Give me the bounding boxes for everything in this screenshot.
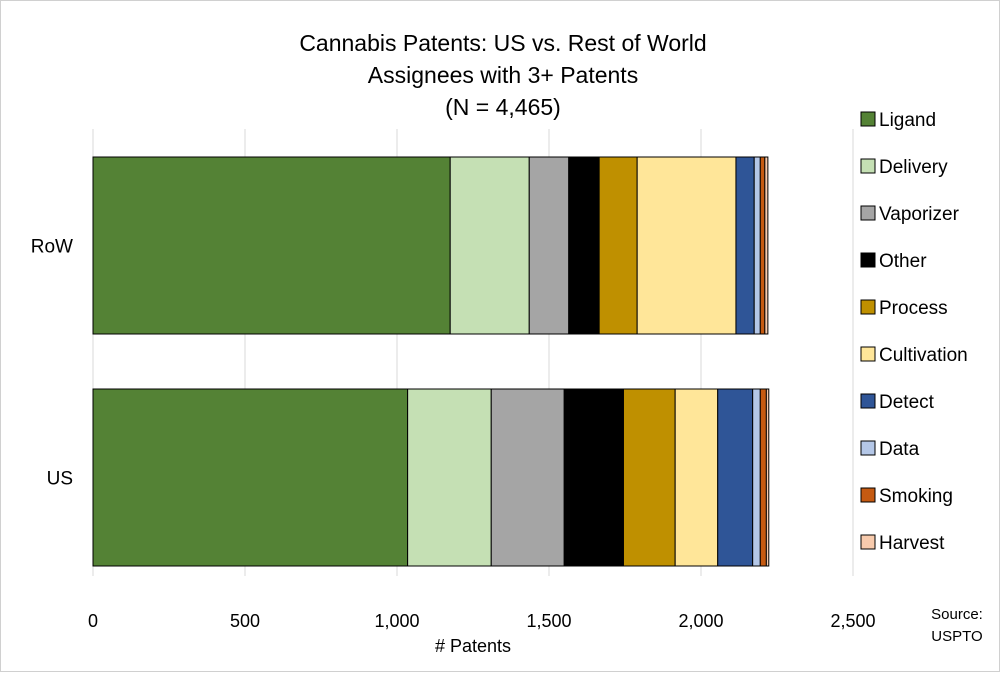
legend-label: Other <box>879 251 927 272</box>
bar-segment-vaporizer <box>490 388 565 567</box>
legend-swatch <box>860 158 876 174</box>
bar-segment-cultivation <box>636 156 737 335</box>
bar-segment-ligand <box>92 388 409 567</box>
bar-segment-delivery <box>449 156 530 335</box>
legend-item: Cultivation <box>860 345 968 366</box>
bar-segment-detect <box>717 388 754 567</box>
legend: Ligand Delivery Vaporizer Other Process Culti… <box>860 110 968 554</box>
chart-title-line-3: (N = 4,465) <box>445 94 561 120</box>
legend-label: Cultivation <box>879 345 968 366</box>
bar-segment-smoking <box>759 156 766 335</box>
legend-item: Process <box>860 298 948 319</box>
x-tick-label: 1,500 <box>526 611 571 631</box>
legend-item: Vaporizer <box>860 204 960 225</box>
legend-label: Delivery <box>879 157 948 178</box>
bar-segment-other <box>563 388 624 567</box>
x-tick-labels: 0 500 1,000 1,500 2,000 2,500 <box>88 611 876 631</box>
bar-segment-process <box>622 388 676 567</box>
legend-item: Smoking <box>860 486 953 507</box>
source-note-line-2: USPTO <box>931 628 982 645</box>
legend-swatch <box>860 299 876 315</box>
category-labels: RoW US <box>31 237 73 490</box>
source-note-line-1: Source: <box>931 606 983 623</box>
legend-swatch <box>860 393 876 409</box>
source-note: Source: USPTO <box>931 606 983 645</box>
bar-segment-data <box>752 388 761 567</box>
bar-segment-delivery <box>407 388 492 567</box>
legend-item: Harvest <box>860 533 945 554</box>
bar-segment-ligand <box>92 156 451 335</box>
legend-label: Vaporizer <box>879 204 960 225</box>
x-tick-label: 0 <box>88 611 98 631</box>
legend-item: Delivery <box>860 157 948 178</box>
legend-item: Other <box>860 251 927 272</box>
legend-item: Ligand <box>860 110 936 131</box>
legend-swatch <box>860 487 876 503</box>
legend-label: Harvest <box>879 533 945 554</box>
category-label: US <box>47 469 73 490</box>
chart-title-line-2: Assignees with 3+ Patents <box>368 62 638 88</box>
legend-label: Detect <box>879 392 935 413</box>
bar-segment-data <box>753 156 761 335</box>
legend-swatch <box>860 440 876 456</box>
bar-segment-smoking <box>759 388 767 567</box>
legend-item: Detect <box>860 392 935 413</box>
legend-item: Data <box>860 439 920 460</box>
bar-segment-harvest <box>765 388 770 567</box>
legend-label: Smoking <box>879 486 953 507</box>
x-tick-label: 500 <box>230 611 260 631</box>
bar-segment-harvest <box>764 156 769 335</box>
legend-label: Data <box>879 439 920 460</box>
legend-swatch <box>860 534 876 550</box>
legend-swatch <box>860 346 876 362</box>
x-tick-label: 2,000 <box>678 611 723 631</box>
category-label: RoW <box>31 237 73 258</box>
x-axis-label: # Patents <box>435 636 511 656</box>
legend-swatch <box>860 205 876 221</box>
bar-segment-vaporizer <box>528 156 570 335</box>
chart-title-line-1: Cannabis Patents: US vs. Rest of World <box>299 30 706 56</box>
legend-swatch <box>860 252 876 268</box>
bars <box>92 156 770 567</box>
bar-segment-cultivation <box>674 388 719 567</box>
bar-segment-detect <box>735 156 755 335</box>
x-tick-label: 1,000 <box>374 611 419 631</box>
legend-swatch <box>860 111 876 127</box>
bar-segment-other <box>568 156 600 335</box>
legend-label: Ligand <box>879 110 936 131</box>
legend-label: Process <box>879 298 948 319</box>
chart-title: Cannabis Patents: US vs. Rest of World A… <box>299 30 706 120</box>
bar-segment-process <box>598 156 638 335</box>
x-tick-label: 2,500 <box>830 611 875 631</box>
